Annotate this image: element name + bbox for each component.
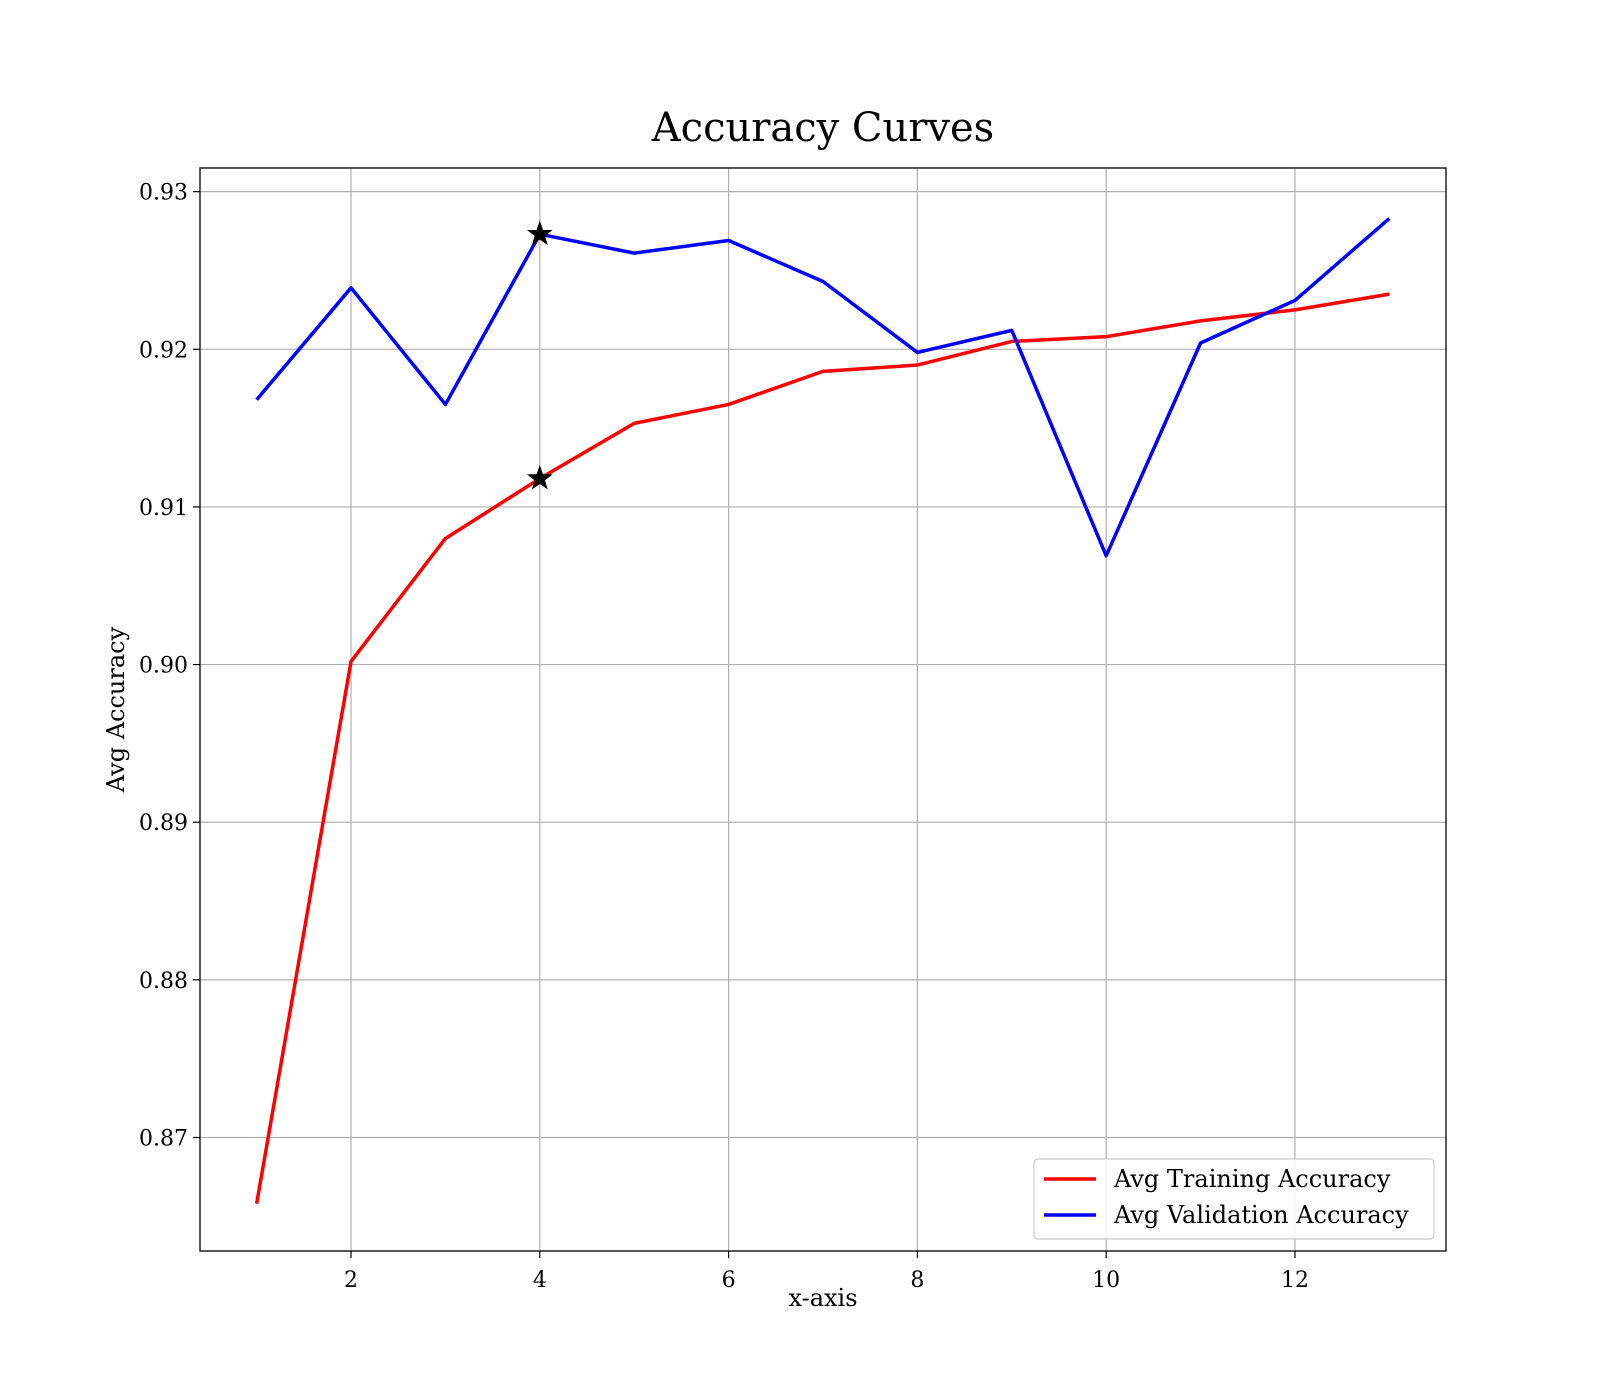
chart-title: Accuracy Curves xyxy=(651,105,994,151)
x-tick-label: 8 xyxy=(910,1268,924,1293)
legend-label-training: Avg Training Accuracy xyxy=(1113,1165,1391,1193)
validation-accuracy-line xyxy=(255,217,1391,558)
x-axis-ticks: 2 4 6 8 10 12 xyxy=(344,1251,1309,1293)
x-tick-label: 2 xyxy=(344,1268,358,1293)
x-tick-label: 12 xyxy=(1281,1268,1309,1293)
training-accuracy-line xyxy=(254,292,1390,1205)
star-marker xyxy=(526,220,553,246)
x-tick-label: 6 xyxy=(722,1268,736,1293)
star-markers xyxy=(526,220,553,490)
y-tick-label: 0.89 xyxy=(139,811,188,836)
grid xyxy=(200,168,1446,1251)
y-tick-label: 0.87 xyxy=(139,1126,188,1151)
y-axis-label: Avg Accuracy xyxy=(102,626,130,793)
x-axis-label: x-axis xyxy=(788,1284,857,1312)
x-tick-label: 4 xyxy=(533,1268,547,1293)
y-tick-label: 0.92 xyxy=(139,338,188,363)
legend-label-validation: Avg Validation Accuracy xyxy=(1113,1201,1409,1229)
y-tick-label: 0.90 xyxy=(139,654,188,679)
y-tick-label: 0.88 xyxy=(139,969,188,994)
y-tick-label: 0.91 xyxy=(139,496,188,521)
y-axis-ticks: 0.87 0.88 0.89 0.90 0.91 0.92 0.93 xyxy=(139,181,200,1151)
series-lines xyxy=(254,217,1391,1205)
x-tick-label: 10 xyxy=(1092,1268,1120,1293)
legend-box xyxy=(1033,1158,1435,1240)
y-tick-label: 0.93 xyxy=(139,181,188,206)
star-marker xyxy=(526,465,553,490)
plot-frame xyxy=(199,167,1447,1252)
legend: Avg Training Accuracy Avg Validation Acc… xyxy=(1033,1158,1435,1240)
